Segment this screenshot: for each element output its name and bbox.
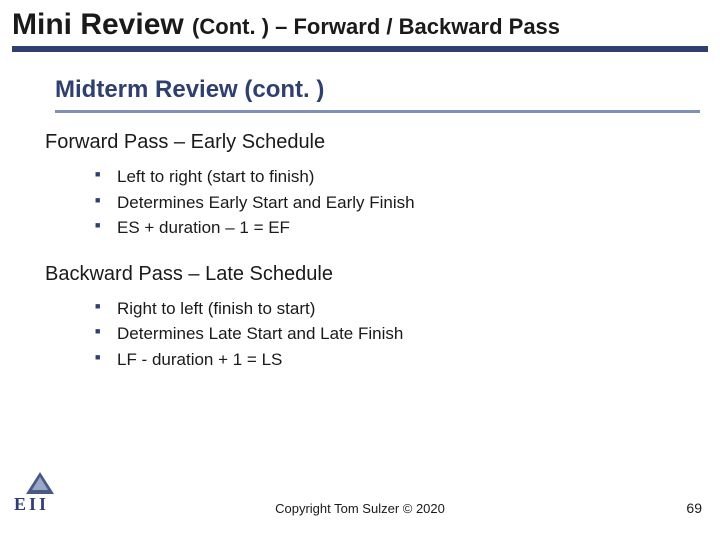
logo-triangle-light-icon (32, 477, 48, 490)
content-area: Midterm Review (cont. ) Forward Pass – E… (0, 56, 720, 372)
bullet-list-backward: Right to left (finish to start) Determin… (95, 296, 700, 373)
logo-text: EII (14, 494, 49, 515)
page-number: 69 (686, 500, 702, 516)
list-item: Right to left (finish to start) (95, 296, 700, 322)
list-item: Left to right (start to finish) (95, 164, 700, 190)
copyright-text: Copyright Tom Sulzer © 2020 (275, 501, 445, 516)
subtitle-underline (55, 110, 700, 113)
title-bar: Mini Review (Cont. ) – Forward / Backwar… (0, 0, 720, 56)
section-heading-backward: Backward Pass – Late Schedule (45, 263, 700, 286)
bullet-list-forward: Left to right (start to finish) Determin… (95, 164, 700, 241)
footer: EII Copyright Tom Sulzer © 2020 69 (0, 482, 720, 522)
list-item: Determines Early Start and Early Finish (95, 190, 700, 216)
list-item: LF - duration + 1 = LS (95, 347, 700, 373)
logo: EII (10, 472, 70, 518)
title-sub: (Cont. ) – Forward / Backward Pass (192, 14, 560, 39)
section-heading-forward: Forward Pass – Early Schedule (45, 131, 700, 154)
list-item: Determines Late Start and Late Finish (95, 321, 700, 347)
title-main: Mini Review (12, 8, 192, 41)
subtitle-text: Midterm Review (cont. ) (55, 76, 700, 104)
list-item: ES + duration – 1 = EF (95, 215, 700, 241)
title-underline (12, 46, 708, 52)
slide-container: Mini Review (Cont. ) – Forward / Backwar… (0, 0, 720, 540)
